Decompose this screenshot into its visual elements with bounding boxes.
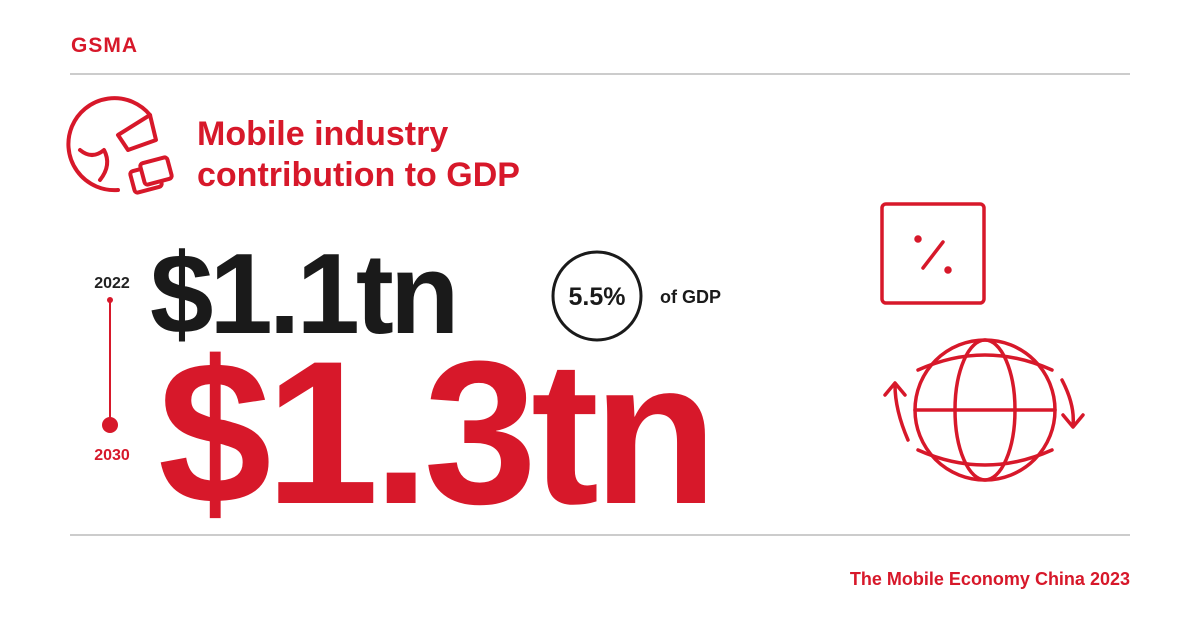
title-line: contribution to GDP: [197, 156, 520, 194]
value-2030: $1.3tn: [158, 319, 712, 547]
value-2022: $1.1tn: [150, 231, 455, 358]
start-year: 2022: [94, 275, 130, 292]
share-value: 5.5%: [569, 283, 626, 311]
end-year: 2030: [94, 447, 130, 464]
logo: GSMA: [71, 34, 138, 57]
globe-cards-icon: [66, 96, 174, 195]
share-circle: [551, 250, 643, 342]
timeline-dot: [102, 417, 118, 433]
timeline-dot: [107, 297, 113, 303]
footer: The Mobile Economy China 2023: [850, 569, 1130, 589]
share-label: of GDP: [660, 287, 721, 307]
title-line: Mobile industry: [197, 115, 448, 153]
globe-icon: [880, 202, 1085, 482]
